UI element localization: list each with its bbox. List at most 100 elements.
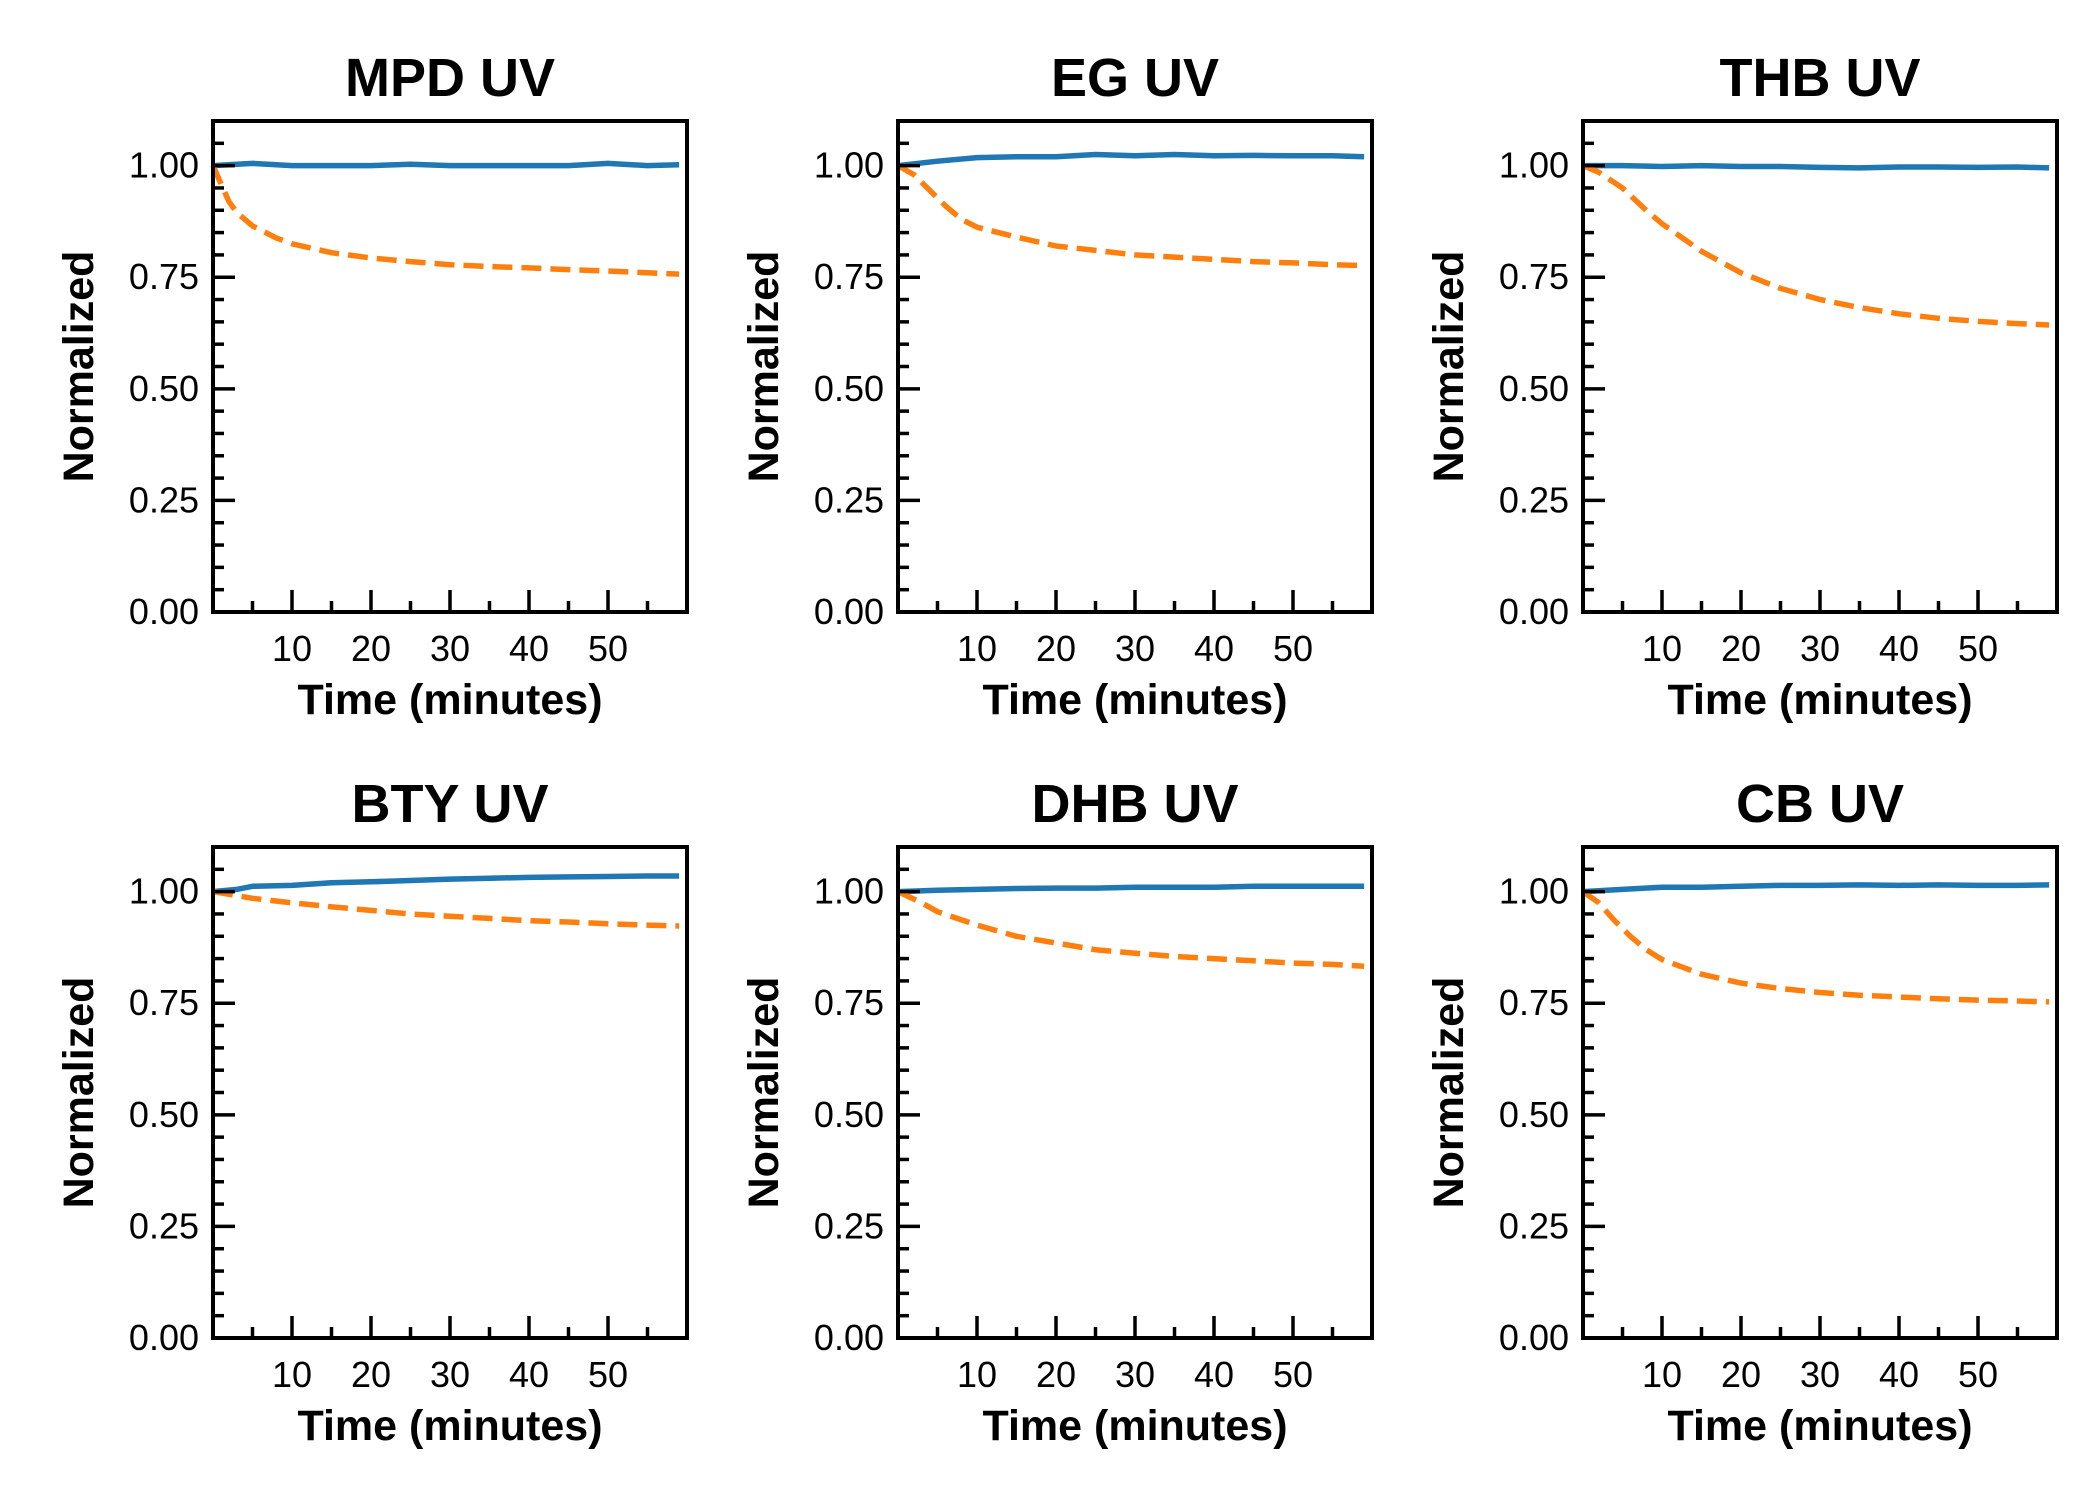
x-tick-label: 40 [1194, 628, 1234, 669]
x-tick-label: 20 [1036, 1354, 1076, 1395]
x-tick-label: 30 [1800, 628, 1840, 669]
x-tick-label: 20 [1721, 628, 1761, 669]
x-tick-label: 20 [1036, 628, 1076, 669]
y-tick-label: 0.50 [814, 368, 884, 409]
y-tick-label: 0.75 [814, 256, 884, 297]
series-line-2 [1581, 163, 2050, 328]
x-axis-label: Time (minutes) [1667, 676, 1972, 724]
x-tick-label: 20 [351, 1354, 391, 1395]
y-tick-label: 0.50 [1499, 1094, 1569, 1135]
y-axis-label: Normalized [740, 977, 788, 1209]
x-tick-label: 40 [509, 1354, 549, 1395]
x-tick-label: 20 [351, 628, 391, 669]
series-line-2 [896, 163, 1365, 269]
y-tick-label: 0.25 [1499, 1205, 1569, 1246]
y-tick-label: 0.75 [1499, 256, 1569, 297]
y-tick-label: 0.50 [1499, 368, 1569, 409]
y-tick-label: 1.00 [814, 145, 884, 186]
y-tick-label: 0.50 [814, 1094, 884, 1135]
subplot-5: 0.00 0.25 0.50 0.75 1.00 10 20 30 40 50 DHB UV Time… [740, 774, 1374, 1450]
y-tick-label: 0.25 [129, 479, 199, 520]
x-tick-label: 10 [1642, 1354, 1682, 1395]
y-tick-label: 0.25 [1499, 479, 1569, 520]
x-tick-label: 40 [1194, 1354, 1234, 1395]
series-line-2 [212, 888, 680, 929]
x-tick-label: 20 [1721, 1354, 1761, 1395]
series-line-1 [212, 873, 680, 895]
y-tick-label: 0.00 [129, 1317, 199, 1358]
plot-frame [211, 845, 689, 1340]
y-tick-label: 0.50 [129, 1094, 199, 1135]
subplot-title: THB UV [1720, 48, 1921, 108]
subplot-title: BTY UV [351, 774, 548, 834]
subplot-4: 0.00 0.25 0.50 0.75 1.00 10 20 30 40 50 BTY UV Time… [55, 774, 689, 1450]
x-tick-label: 10 [957, 628, 997, 669]
y-tick-label: 0.75 [129, 982, 199, 1023]
plot-frame [896, 119, 1374, 614]
plot-frame [1581, 845, 2059, 1340]
x-tick-label: 50 [588, 628, 628, 669]
y-tick-label: 0.25 [814, 479, 884, 520]
y-tick-label: 0.00 [129, 591, 199, 632]
series-line-1 [1583, 162, 2050, 171]
plot-frame [211, 119, 689, 614]
x-axis-label: Time (minutes) [982, 676, 1287, 724]
x-axis-label: Time (minutes) [1667, 1402, 1972, 1450]
y-tick-label: 0.25 [129, 1205, 199, 1246]
x-tick-label: 50 [1958, 628, 1998, 669]
plot-frame [1581, 119, 2059, 614]
x-tick-label: 50 [1273, 1354, 1313, 1395]
y-tick-label: 0.75 [129, 256, 199, 297]
x-tick-label: 10 [272, 1354, 312, 1395]
x-tick-label: 30 [1800, 1354, 1840, 1395]
x-axis-label: Time (minutes) [982, 1402, 1287, 1450]
series-line-2 [210, 164, 680, 277]
x-tick-label: 30 [430, 1354, 470, 1395]
series-line-1 [1582, 882, 2050, 895]
subplot-1: 0.00 0.25 0.50 0.75 1.00 10 20 30 40 50 MPD UV Time… [55, 48, 689, 724]
x-tick-label: 50 [588, 1354, 628, 1395]
y-tick-label: 0.00 [1499, 591, 1569, 632]
series-line-1 [897, 151, 1365, 169]
subplot-6: 0.00 0.25 0.50 0.75 1.00 10 20 30 40 50 CB UV Time … [1425, 774, 2059, 1450]
y-tick-label: 1.00 [129, 145, 199, 186]
x-tick-label: 10 [272, 628, 312, 669]
y-tick-label: 1.00 [1499, 145, 1569, 186]
x-tick-label: 50 [1273, 628, 1313, 669]
x-tick-label: 10 [1642, 628, 1682, 669]
x-tick-label: 40 [1879, 1354, 1919, 1395]
x-tick-label: 30 [1115, 628, 1155, 669]
y-tick-label: 1.00 [814, 871, 884, 912]
y-tick-label: 1.00 [1499, 871, 1569, 912]
y-tick-label: 0.75 [1499, 982, 1569, 1023]
series-line-2 [1581, 889, 2050, 1005]
x-tick-label: 30 [1115, 1354, 1155, 1395]
y-tick-label: 1.00 [129, 871, 199, 912]
y-axis-label: Normalized [1425, 251, 1473, 483]
x-axis-label: Time (minutes) [297, 676, 602, 724]
x-tick-label: 40 [509, 628, 549, 669]
y-axis-label: Normalized [55, 251, 103, 483]
y-tick-label: 0.00 [1499, 1317, 1569, 1358]
y-axis-label: Normalized [740, 251, 788, 483]
x-tick-label: 40 [1879, 628, 1919, 669]
series-line-1 [212, 160, 680, 169]
x-tick-label: 10 [957, 1354, 997, 1395]
x-tick-label: 50 [1958, 1354, 1998, 1395]
subplot-title: EG UV [1051, 48, 1219, 108]
y-axis-label: Normalized [55, 977, 103, 1209]
plot-frame [896, 845, 1374, 1340]
series-line-1 [897, 883, 1365, 895]
subplot-title: CB UV [1736, 774, 1904, 834]
subplot-title: MPD UV [345, 48, 555, 108]
subplot-title: DHB UV [1031, 774, 1238, 834]
y-tick-label: 0.00 [814, 591, 884, 632]
subplot-3: 0.00 0.25 0.50 0.75 1.00 10 20 30 40 50 THB UV Time… [1425, 48, 2059, 724]
subplot-2: 0.00 0.25 0.50 0.75 1.00 10 20 30 40 50 EG UV Time … [740, 48, 1374, 724]
x-tick-label: 30 [430, 628, 470, 669]
series-line-2 [896, 889, 1365, 969]
y-tick-label: 0.00 [814, 1317, 884, 1358]
y-tick-label: 0.25 [814, 1205, 884, 1246]
y-axis-label: Normalized [1425, 977, 1473, 1209]
